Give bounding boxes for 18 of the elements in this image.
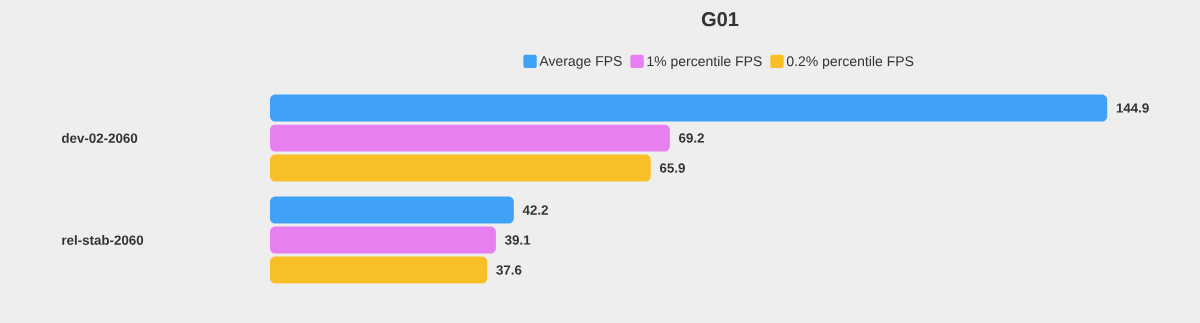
data-label: 65.9 [659, 163, 685, 173]
chart-title: G01 [701, 12, 739, 27]
bar [270, 124, 670, 152]
data-label: 37.6 [496, 265, 522, 275]
legend-label: Average FPS [539, 56, 622, 69]
data-label: 39.1 [504, 235, 531, 245]
y-tick-label: rel-stab-2060 [62, 235, 144, 245]
data-label: 69.2 [679, 133, 704, 143]
y-tick-label: dev-02-2060 [61, 133, 138, 143]
legend-label: 0.2% percentile FPS [786, 55, 914, 69]
bar [270, 154, 651, 182]
data-label: 144.9 [1116, 103, 1149, 113]
bar [270, 94, 1108, 122]
bar [270, 196, 514, 224]
bar [270, 256, 488, 284]
data-label: 42.2 [522, 205, 548, 215]
legend-label: 1% percentile FPS [647, 55, 762, 69]
bar [270, 226, 496, 254]
